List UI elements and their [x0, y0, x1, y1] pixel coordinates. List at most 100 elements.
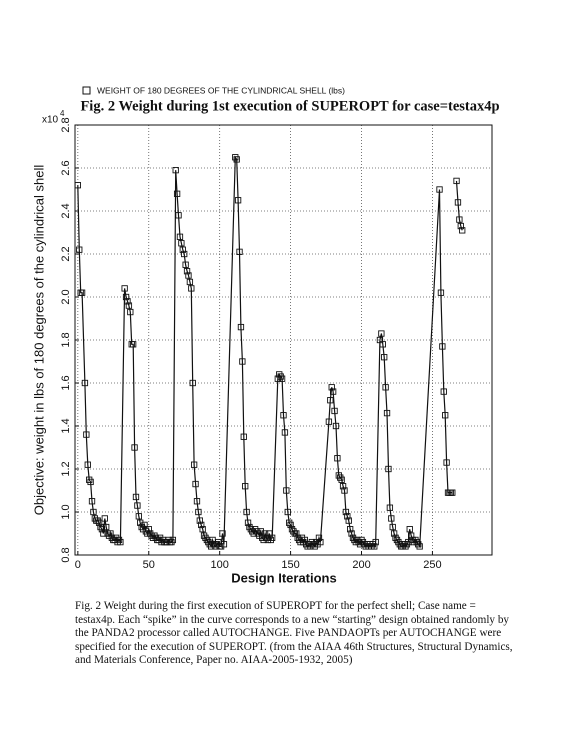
y-tick-label: 1.6 — [60, 375, 72, 390]
point-marker — [286, 519, 293, 526]
point-marker — [137, 519, 144, 526]
y-tick-label: 2.6 — [60, 160, 72, 175]
point-marker — [185, 272, 192, 279]
point-marker — [101, 515, 108, 522]
point-marker — [278, 375, 286, 382]
point-marker — [169, 536, 177, 544]
point-marker — [125, 302, 133, 309]
point-marker — [115, 536, 123, 544]
y-tick-label: 2.4 — [60, 203, 72, 218]
point-marker — [76, 246, 83, 253]
point-marker — [145, 526, 152, 533]
point-marker — [234, 197, 242, 204]
point-marker — [176, 233, 184, 240]
point-marker — [416, 543, 423, 550]
point-marker — [325, 418, 333, 425]
point-marker — [198, 521, 205, 529]
point-marker — [371, 543, 378, 550]
point-marker — [183, 268, 191, 275]
point-marker — [347, 526, 354, 533]
y-tick-label: 2.2 — [60, 246, 72, 261]
point-marker — [449, 489, 456, 496]
y-tick-label: 1.2 — [60, 461, 72, 476]
point-marker — [281, 429, 289, 436]
y-tick-label: 2.0 — [60, 289, 72, 304]
point-marker — [98, 526, 106, 533]
series-line — [77, 155, 463, 549]
point-marker — [141, 521, 148, 529]
point-marker — [382, 384, 389, 391]
point-marker — [408, 532, 415, 539]
point-marker — [219, 530, 226, 537]
point-marker — [95, 519, 103, 526]
point-marker — [436, 186, 443, 193]
point-marker — [454, 199, 462, 206]
point-marker — [189, 379, 196, 387]
point-marker — [172, 166, 179, 174]
point-marker — [81, 379, 89, 387]
point-marker — [122, 293, 130, 301]
point-marker — [242, 483, 249, 490]
y-axis-label: Objective: weight in lbs of 180 degrees … — [31, 165, 46, 516]
point-marker — [456, 216, 463, 223]
point-marker — [124, 298, 131, 305]
point-marker — [459, 227, 466, 234]
point-marker — [196, 517, 203, 524]
point-marker — [84, 461, 91, 468]
point-marker — [383, 409, 391, 417]
point-marker — [195, 508, 202, 516]
point-marker — [437, 289, 445, 296]
point-marker — [87, 478, 94, 486]
point-marker — [301, 536, 308, 544]
point-marker — [283, 487, 290, 494]
point-marker — [131, 444, 138, 451]
point-marker — [344, 513, 351, 520]
point-marker — [345, 517, 352, 524]
point-marker — [341, 487, 348, 494]
point-marker — [233, 156, 240, 163]
point-marker — [329, 388, 337, 395]
y-tick-label: 1.0 — [60, 504, 72, 519]
point-marker — [220, 541, 228, 548]
point-marker — [90, 508, 97, 516]
point-marker — [337, 474, 344, 481]
point-marker — [244, 519, 252, 526]
point-marker — [378, 330, 385, 337]
point-marker — [83, 431, 90, 438]
point-marker — [239, 358, 246, 365]
point-marker — [237, 323, 245, 331]
point-marker — [315, 534, 323, 541]
x-tick-label: 100 — [210, 559, 228, 571]
point-marker — [257, 528, 264, 535]
point-marker — [178, 240, 185, 247]
point-marker — [243, 508, 250, 516]
point-marker — [173, 190, 181, 197]
point-marker — [443, 459, 450, 466]
point-marker — [386, 504, 394, 511]
point-marker — [182, 261, 189, 268]
point-marker — [269, 534, 276, 541]
point-marker — [457, 222, 464, 230]
point-marker — [94, 517, 101, 524]
y-multiplier-exponent: 4 — [60, 109, 65, 118]
point-marker — [339, 483, 347, 490]
point-marker — [117, 538, 124, 546]
plot-frame — [74, 124, 493, 556]
point-marker — [199, 526, 206, 533]
point-marker — [440, 388, 447, 395]
y-multiplier: x10 — [42, 115, 59, 126]
point-marker — [175, 212, 182, 219]
point-marker — [179, 246, 186, 253]
point-marker — [342, 508, 350, 516]
point-marker — [381, 354, 388, 361]
caption: Fig. 2 Weight during the first execution… — [75, 600, 513, 666]
point-marker — [317, 538, 324, 546]
y-tick-label: 1.8 — [60, 332, 72, 347]
point-marker — [240, 433, 247, 440]
point-marker — [236, 248, 243, 255]
point-marker — [439, 343, 446, 350]
legend-label: WEIGHT OF 180 DEGREES OF THE CYLINDRICAL… — [97, 85, 345, 95]
x-tick-label: 250 — [423, 559, 441, 571]
point-marker — [331, 407, 338, 415]
point-marker — [280, 412, 287, 419]
